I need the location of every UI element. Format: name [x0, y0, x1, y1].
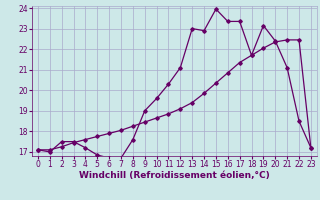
X-axis label: Windchill (Refroidissement éolien,°C): Windchill (Refroidissement éolien,°C): [79, 171, 270, 180]
